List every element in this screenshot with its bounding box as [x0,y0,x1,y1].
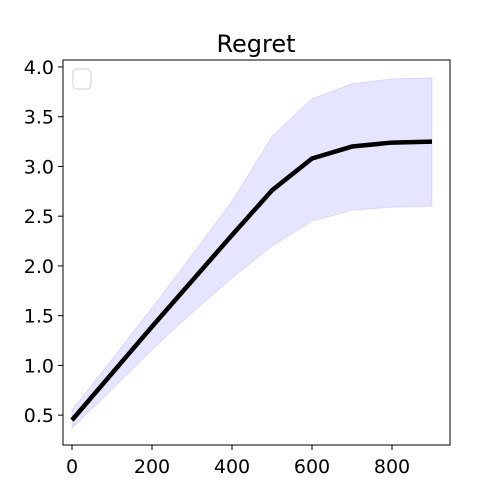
plot-frame [62,59,451,446]
legend-box [72,68,92,90]
y-tick-label: 1.5 [24,306,54,328]
confidence-band-0 [71,77,433,430]
y-tick-label: 3.0 [24,156,54,178]
y-tick-label: 2.5 [24,206,54,228]
y-tick-label: 3.5 [24,107,54,129]
y-tick-label: 0.5 [24,405,54,427]
y-tick-label: 4.0 [24,57,54,79]
x-tick-label: 800 [374,456,410,478]
series-line-0 [70,139,433,422]
x-tick-label: 400 [214,456,250,478]
y-tick-label: 2.0 [24,256,54,278]
chart-title: Regret [216,30,295,58]
y-tick-label: 1.0 [24,355,54,377]
x-tick-label: 0 [66,456,78,478]
x-tick-label: 200 [134,456,170,478]
x-tick-label: 600 [294,456,330,478]
